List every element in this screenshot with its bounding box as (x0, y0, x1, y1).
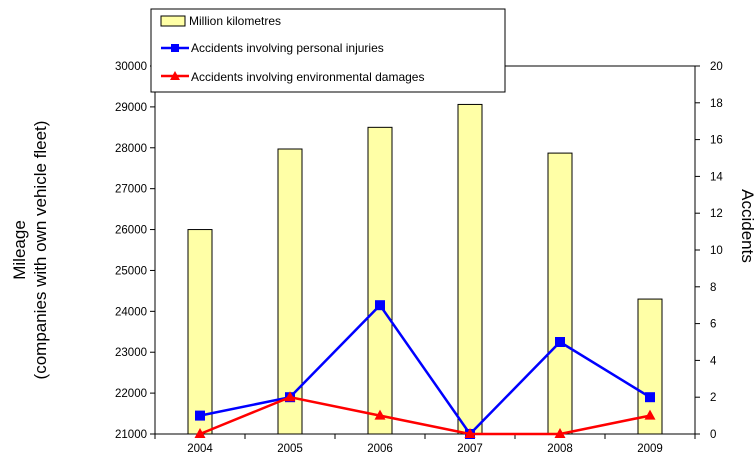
y-right-tick-label: 16 (710, 135, 723, 147)
y-left-tick-label: 27000 (115, 184, 147, 196)
x-tick-label-2006: 2006 (367, 443, 393, 455)
bar-2008 (547, 152, 573, 435)
y-right-tick-label: 18 (710, 98, 723, 110)
legend-box (150, 8, 506, 93)
y-right-tick-label: 12 (710, 208, 723, 220)
marker-env-2008 (554, 428, 566, 438)
y-left-tick-label: 29000 (115, 102, 147, 114)
marker-injuries-2009 (645, 392, 655, 403)
marker-injuries-2008 (555, 337, 565, 347)
plot-frame (154, 65, 696, 435)
bar-2005 (277, 148, 303, 435)
marker-env-2004 (194, 428, 206, 438)
bar-2006 (367, 126, 393, 435)
y-right-tick-label: 10 (710, 245, 723, 257)
x-tick-label-2007: 2007 (457, 443, 483, 455)
x-tick-label-2008: 2008 (547, 443, 573, 455)
legend-swatch-injuries-marker (171, 44, 179, 52)
legend-label-mileage: Million kilometres (189, 14, 281, 28)
marker-env-2006 (374, 409, 386, 420)
y-left-tick-label: 26000 (115, 225, 147, 237)
y-right-tick-label: 6 (710, 319, 716, 331)
line-personal-injuries (199, 303, 651, 436)
bar-2004 (187, 229, 213, 435)
y-left-title-line1: Mileage (10, 220, 29, 280)
legend: Million kilometres Accidents involving p… (150, 8, 506, 93)
y-right-title: Accidents (738, 189, 755, 263)
marker-env-2007 (464, 428, 476, 438)
legend-label-injuries: Accidents involving personal injuries (191, 41, 384, 55)
marker-injuries-2006 (375, 300, 385, 311)
y-left-title-line2: (companies with own vehicle fleet) (31, 121, 50, 380)
y-left-tick-label: 25000 (115, 265, 147, 277)
y-right-tick-label: 20 (710, 61, 723, 73)
axes-layer: 21000 22000 23000 24000 25000 26000 27000 28000… (115, 61, 723, 455)
y-left-tick-label: 28000 (115, 143, 147, 155)
y-right-tick-label: 4 (710, 355, 717, 367)
x-tick-label-2004: 2004 (187, 443, 213, 455)
marker-injuries-2004 (195, 410, 205, 421)
bar-2007 (457, 103, 483, 435)
y-left-tick-label: 21000 (115, 429, 147, 441)
marker-env-2005 (284, 391, 296, 402)
legend-label-env: Accidents involving environmental damage… (191, 70, 424, 84)
bars-layer (187, 103, 663, 435)
legend-swatch-env-marker (170, 71, 180, 80)
lines-layer (194, 300, 656, 439)
y-left-tick-label: 30000 (115, 61, 147, 73)
y-left-tick-label: 23000 (115, 347, 147, 359)
y-right-tick-label: 14 (710, 171, 723, 183)
y-right-tick-label: 2 (710, 392, 716, 404)
y-right-tick-label: 8 (710, 282, 716, 294)
x-tick-label-2005: 2005 (277, 443, 303, 455)
line-environmental-damages (199, 395, 651, 436)
y-right-tick-label: 0 (710, 429, 716, 441)
x-tick-label-2009: 2009 (637, 443, 663, 455)
y-left-tick-label: 24000 (115, 306, 147, 318)
legend-swatch-bar (160, 15, 186, 27)
y-left-tick-label: 22000 (115, 388, 147, 400)
marker-env-2009 (644, 409, 656, 420)
